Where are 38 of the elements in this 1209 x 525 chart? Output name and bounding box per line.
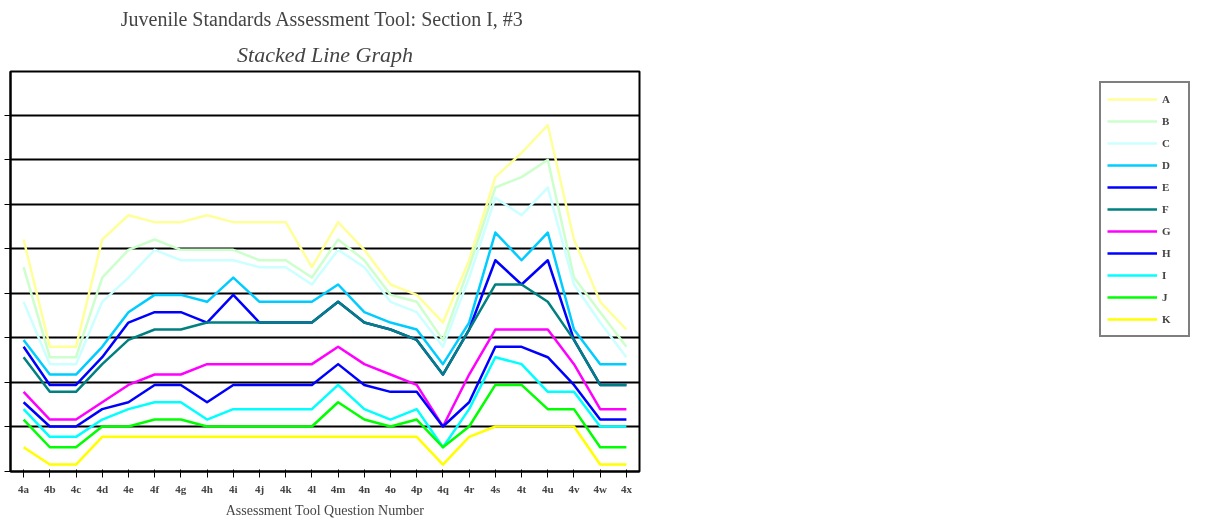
legend-label: H xyxy=(1162,246,1172,261)
chart-title: Juvenile Standards Assessment Tool: Section I, #3 xyxy=(120,7,523,30)
x-tick-label: 4w xyxy=(593,482,607,495)
x-tick-label: 4g xyxy=(175,482,187,495)
legend-label: E xyxy=(1162,180,1171,195)
x-tick-label: 4x xyxy=(620,482,633,495)
x-tick-label: 4v xyxy=(568,482,580,495)
x-axis-title: Assessment Tool Question Number xyxy=(225,502,425,518)
legend-label: B xyxy=(1162,114,1171,129)
legend-label: I xyxy=(1162,268,1168,283)
legend-label: F xyxy=(1162,202,1170,217)
x-tick-label: 4u xyxy=(541,482,554,495)
legend-label: K xyxy=(1162,312,1172,327)
x-tick-label: 4n xyxy=(358,482,371,495)
x-tick-label: 4a xyxy=(18,482,30,495)
x-tick-label: 4j xyxy=(254,482,265,495)
chart-subtitle: Stacked Line Graph xyxy=(237,41,413,67)
x-tick-label: 4h xyxy=(201,482,213,495)
legend-label: A xyxy=(1162,92,1171,107)
x-tick-label: 4m xyxy=(330,482,346,495)
legend-label: C xyxy=(1162,136,1171,151)
x-tick-label: 4q xyxy=(437,482,450,495)
legend-label: D xyxy=(1162,158,1171,173)
x-tick-label: 4c xyxy=(70,482,82,495)
x-tick-label: 4k xyxy=(279,482,293,495)
x-tick-label: 4t xyxy=(516,482,527,495)
x-tick-label: 4e xyxy=(123,482,134,495)
x-tick-label: 4f xyxy=(150,482,160,495)
legend-label: G xyxy=(1162,224,1172,239)
legend-label: J xyxy=(1162,290,1169,305)
x-tick-label: 4o xyxy=(385,482,397,495)
x-tick-label: 4s xyxy=(490,482,501,495)
x-tick-label: 4l xyxy=(307,482,317,495)
x-tick-label: 4r xyxy=(463,482,475,495)
x-tick-label: 4b xyxy=(44,482,56,495)
x-tick-label: 4d xyxy=(96,482,109,495)
x-tick-label: 4i xyxy=(228,482,238,495)
x-tick-label: 4p xyxy=(410,482,423,495)
